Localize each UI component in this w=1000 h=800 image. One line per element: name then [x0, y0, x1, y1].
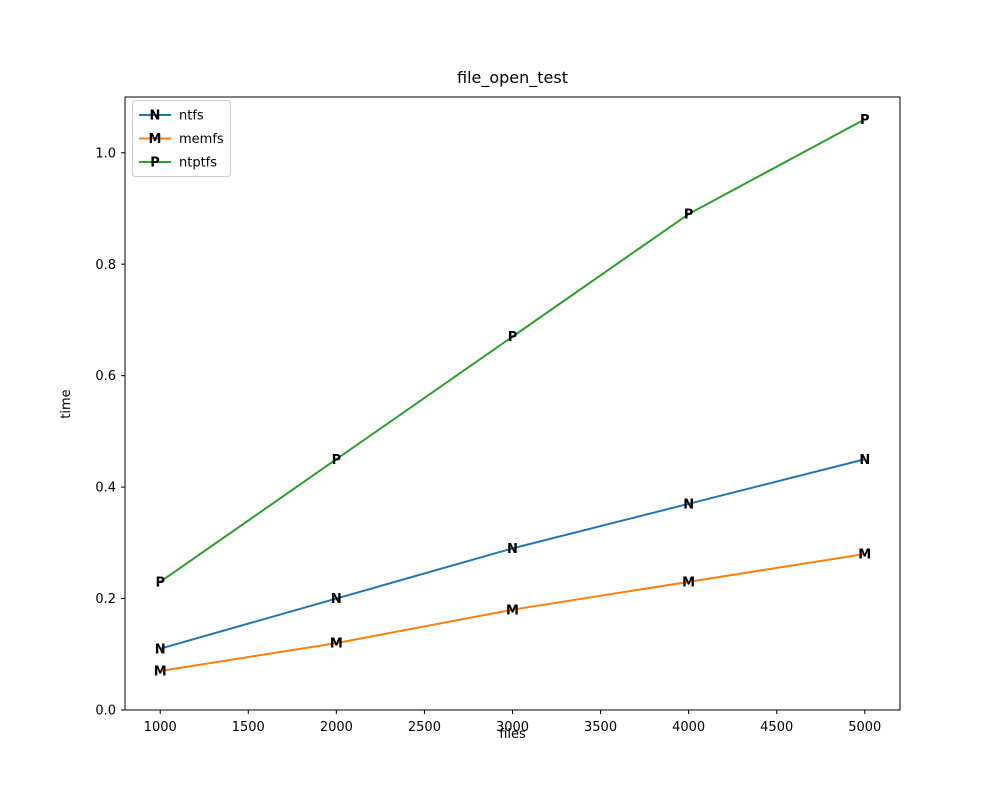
y-tick-label: 0.6: [95, 369, 116, 384]
chart-title: file_open_test: [457, 68, 568, 88]
legend-label-memfs: memfs: [179, 132, 224, 147]
x-tick-label: 3500: [584, 720, 617, 735]
data-point-marker-memfs: M: [858, 548, 871, 563]
data-point-marker-memfs: M: [506, 603, 519, 618]
x-tick-label: 5000: [848, 720, 881, 735]
data-point-marker-ntfs: N: [507, 542, 518, 557]
plot-border: [124, 96, 901, 711]
x-tick-label: 1500: [232, 720, 265, 735]
legend-marker-memfs: M: [149, 132, 162, 147]
legend-marker-ntfs: N: [150, 109, 161, 124]
x-tick-label: 2000: [320, 720, 353, 735]
legend-label-ntfs: ntfs: [179, 109, 204, 124]
series-line-ntfs: [159, 458, 866, 650]
legend-label-ntptfs: ntptfs: [179, 156, 217, 171]
y-tick-label: 0.0: [95, 704, 116, 719]
x-tick-label: 2500: [408, 720, 441, 735]
data-point-marker-memfs: M: [154, 665, 167, 680]
y-tick-label: 0.2: [95, 592, 116, 607]
data-point-marker-memfs: M: [682, 575, 695, 590]
data-point-marker-ntfs: N: [859, 453, 870, 468]
y-axis-label: time: [59, 389, 74, 418]
plot-area: 1000 1500 2000 2500 3000 3500 4000 4500 5000 0.0 0…: [95, 96, 901, 735]
legend-frame: [132, 100, 231, 177]
x-tick-label: 4500: [760, 720, 793, 735]
legend-marker-ntptfs: P: [150, 156, 160, 171]
data-point-marker-ntptfs: P: [860, 113, 870, 128]
data-point-marker-ntfs: N: [155, 642, 166, 657]
x-tick-label: 3000: [496, 720, 529, 735]
y-tick-label: 0.8: [95, 258, 116, 273]
series-line-ntptfs: [159, 118, 866, 583]
x-tick-label: 1000: [144, 720, 177, 735]
y-tick-label: 0.4: [95, 481, 116, 496]
y-tick-label: 1.0: [95, 146, 116, 161]
series-line-memfs: [160, 552, 865, 672]
x-tick-label: 4000: [672, 720, 705, 735]
x-axis-label: files: [499, 727, 526, 742]
data-point-marker-ntfs: N: [331, 592, 342, 607]
data-point-marker-ntfs: N: [683, 497, 694, 512]
data-point-marker-ntptfs: P: [332, 453, 342, 468]
data-point-marker-ntptfs: P: [155, 575, 165, 590]
data-point-marker-ntptfs: P: [508, 330, 518, 345]
data-point-marker-memfs: M: [330, 637, 343, 652]
data-point-marker-ntptfs: P: [684, 208, 694, 223]
